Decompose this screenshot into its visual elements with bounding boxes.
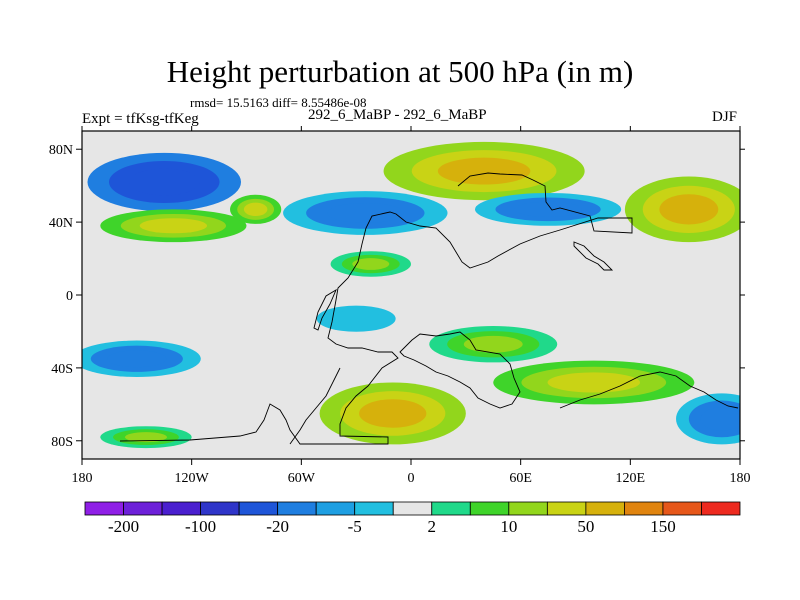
colorbar-label: -200 bbox=[108, 517, 139, 536]
colorbar-label: -5 bbox=[348, 517, 362, 536]
contour-region-5-level-3 bbox=[437, 157, 531, 185]
contour-region-14-level-3 bbox=[700, 407, 740, 431]
colorbar-label: 50 bbox=[577, 517, 594, 536]
y-tick-label: 80S bbox=[51, 435, 73, 450]
colorbar-swatch bbox=[123, 501, 163, 516]
colorbar-swatch bbox=[238, 501, 279, 516]
colorbar-label: 150 bbox=[650, 517, 676, 536]
colorbar-label: -20 bbox=[266, 517, 289, 536]
period-label: 292_6_MaBP - 292_6_MaBP bbox=[308, 107, 487, 123]
contour-region-7-level-3 bbox=[659, 194, 719, 225]
season-label: DJF bbox=[712, 109, 738, 125]
americas-outline bbox=[119, 172, 633, 445]
rmsd-diff-stats: rmsd= 15.5163 diff= 8.55486e-08 bbox=[190, 95, 367, 110]
colorbar-swatch bbox=[392, 501, 433, 516]
x-tick-label: 60E bbox=[509, 471, 532, 486]
x-tick-label: 180 bbox=[730, 471, 751, 486]
colorbar-label: 2 bbox=[428, 517, 437, 536]
contour-region-9-level-3 bbox=[330, 310, 382, 328]
colorbar-label: 10 bbox=[500, 517, 517, 536]
colorbar-swatch bbox=[701, 501, 741, 516]
x-tick-label: 60W bbox=[288, 471, 316, 486]
colorbar-swatch bbox=[354, 501, 394, 516]
colorbar-swatch bbox=[585, 501, 625, 516]
colorbar-swatch bbox=[662, 501, 702, 516]
colorbar: -200 -100 -20 -5 2 10 50 150 bbox=[84, 501, 741, 536]
australia-outline bbox=[559, 371, 739, 409]
y-tick-label: 0 bbox=[66, 289, 73, 304]
contour-region-11-level-3 bbox=[463, 335, 523, 353]
colorbar-swatch bbox=[624, 501, 664, 516]
contour-region-8-level-3 bbox=[352, 258, 390, 270]
colorbar-swatch bbox=[546, 501, 587, 516]
colorbar-swatch bbox=[431, 501, 471, 516]
x-tick-label: 0 bbox=[408, 471, 415, 486]
contour-region-1-level-3 bbox=[128, 168, 200, 196]
x-tick-label: 120E bbox=[616, 471, 646, 486]
x-tick-label: 180 bbox=[72, 471, 93, 486]
contour-region-15-level-3 bbox=[124, 432, 167, 443]
map-axes: 180 120W 60W 0 60E 120E 180 80N 40N 0 40S 80S bbox=[49, 126, 751, 486]
colorbar-label: -100 bbox=[185, 517, 216, 536]
contour-region-2-level-3 bbox=[139, 218, 208, 234]
asia-east-outline bbox=[573, 241, 614, 271]
contour-region-12-level-3 bbox=[359, 399, 427, 428]
x-tick-label: 120W bbox=[175, 471, 210, 486]
colorbar-swatch bbox=[277, 501, 317, 516]
contour-region-10-level-3 bbox=[107, 350, 167, 368]
chart-title: Height perturbation at 500 hPa (in m) bbox=[166, 54, 634, 89]
africa-outline bbox=[399, 331, 521, 409]
south-america-west-outline bbox=[313, 288, 337, 331]
land-outline bbox=[119, 172, 739, 445]
contour-region-6-level-3 bbox=[514, 201, 582, 217]
contour-fills bbox=[82, 141, 740, 449]
y-tick-label: 80N bbox=[49, 143, 73, 158]
y-tick-label: 40N bbox=[49, 216, 73, 231]
colorbar-swatch bbox=[469, 501, 510, 516]
colorbar-swatch bbox=[508, 501, 548, 516]
contour-region-3-level-3 bbox=[243, 202, 268, 217]
antarctic-west-outline bbox=[289, 367, 341, 445]
y-tick-label: 40S bbox=[51, 362, 73, 377]
experiment-label: Expt = tfKsg-tfKeg bbox=[82, 111, 199, 127]
contour-region-4-level-3 bbox=[327, 202, 404, 224]
colorbar-swatch bbox=[161, 501, 201, 516]
colorbar-swatch bbox=[315, 501, 356, 516]
colorbar-swatch bbox=[200, 501, 240, 516]
colorbar-swatch bbox=[84, 501, 124, 516]
